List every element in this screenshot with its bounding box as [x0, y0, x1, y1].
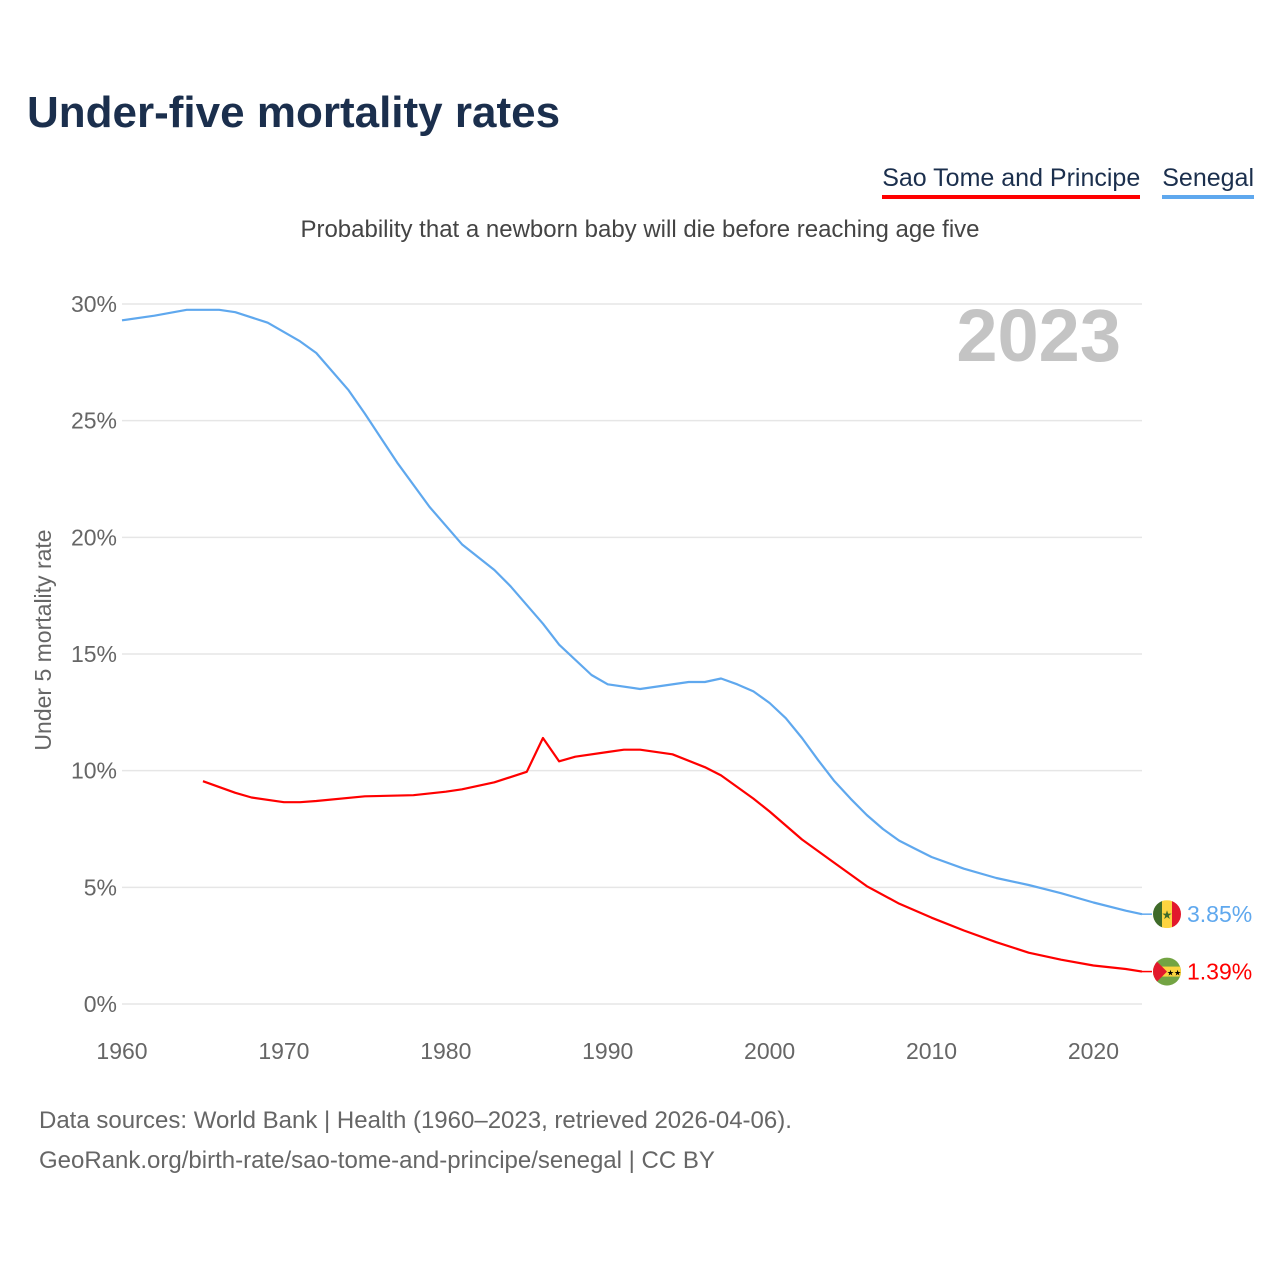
- y-tick-label: 30%: [71, 291, 117, 317]
- flag-stripe: [1162, 900, 1172, 929]
- y-tick-label: 15%: [71, 641, 117, 667]
- y-tick-label: 0%: [84, 991, 117, 1017]
- flag-body: ★: [1153, 900, 1181, 929]
- legend-item-sao-tome[interactable]: Sao Tome and Principe: [882, 164, 1141, 199]
- end-value-label: 1.39%: [1187, 959, 1252, 985]
- legend-item-senegal[interactable]: Senegal: [1162, 164, 1254, 199]
- x-tick-label: 2010: [906, 1038, 957, 1064]
- flag-triangle: [1153, 957, 1167, 986]
- footer-link[interactable]: GeoRank.org/birth-rate/sao-tome-and-prin…: [39, 1147, 715, 1174]
- legend: Sao Tome and Principe Senegal: [882, 164, 1254, 199]
- y-tick-label: 25%: [71, 408, 117, 434]
- y-tick-label: 10%: [71, 758, 117, 784]
- sao-tome-and-principe-flag-icon: ★★: [1153, 957, 1181, 986]
- x-tick-label: 1980: [420, 1038, 471, 1064]
- year-label: 2023: [956, 294, 1121, 377]
- page-title: Under-five mortality rates: [27, 88, 561, 137]
- end-value-label: 3.85%: [1187, 901, 1252, 927]
- senegal-flag-icon: ★: [1153, 900, 1181, 929]
- y-tick-label: 5%: [84, 874, 117, 900]
- series-line-sao-tome: [202, 736, 1143, 973]
- flag-stripe: [1153, 900, 1163, 929]
- flag-stripe: [1172, 900, 1181, 929]
- x-tick-label: 1990: [582, 1038, 633, 1064]
- x-tick-label: 1960: [96, 1038, 147, 1064]
- flag-body: ★★: [1153, 957, 1181, 986]
- x-tick-label: 2000: [744, 1038, 795, 1064]
- footer-sources: Data sources: World Bank | Health (1960–…: [39, 1107, 792, 1134]
- flag-stars: ★★: [1167, 969, 1181, 978]
- y-tick-label: 20%: [71, 524, 117, 550]
- x-tick-label: 2020: [1068, 1038, 1119, 1064]
- flag-star: ★: [1162, 908, 1173, 922]
- series-line-senegal: [121, 308, 1143, 916]
- y-axis-label: Under 5 mortality rate: [30, 529, 56, 750]
- x-tick-label: 1970: [258, 1038, 309, 1064]
- chart-subtitle: Probability that a newborn baby will die…: [300, 216, 980, 243]
